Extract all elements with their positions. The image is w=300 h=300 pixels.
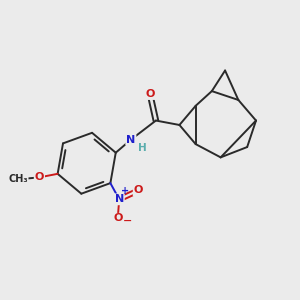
Text: O: O	[145, 89, 155, 99]
Text: CH₃: CH₃	[8, 174, 28, 184]
Text: H: H	[138, 143, 146, 153]
Text: N: N	[126, 135, 136, 145]
Text: O: O	[35, 172, 44, 182]
Text: N: N	[115, 194, 124, 204]
Text: O: O	[134, 185, 143, 196]
Text: +: +	[121, 186, 129, 196]
Text: O: O	[113, 214, 122, 224]
Text: −: −	[122, 215, 132, 226]
